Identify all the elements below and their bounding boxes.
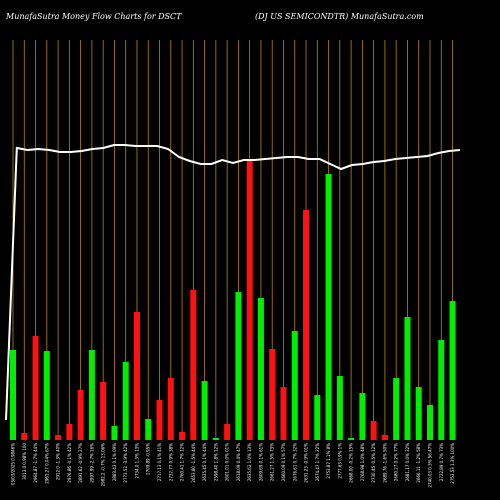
x-tick-label-35: 2680.27 0.2% 77% (394, 443, 399, 481)
x-tick-label-37: 2666.11 -1.2% 58% (416, 443, 421, 483)
money-flow-bar-16 (179, 432, 186, 440)
x-tick-label-25: 2660.09 0.1% 57% (281, 443, 286, 481)
x-tick-label-30: 2777.63 0.9% 1% (337, 443, 342, 479)
x-tick-label-36: 2681.17 0.0% 32% (405, 443, 410, 481)
x-tick-label-9: 2982.2 -0.7% 13.06% (101, 443, 106, 487)
x-tick-label-16: 2760.41 1.7% 12% (180, 443, 185, 481)
money-flow-bar-39 (438, 340, 445, 440)
money-flow-bar-36 (404, 317, 411, 440)
x-tick-label-32: 2768.98 1.0% 48% (360, 443, 365, 481)
money-flow-bar-18 (201, 381, 208, 440)
money-flow-bar-40 (449, 301, 456, 440)
money-flow-bars (10, 160, 456, 440)
x-tick-label-23: 2609.69 0.1% 61% (258, 443, 263, 481)
money-flow-bar-6 (66, 424, 73, 440)
money-flow-bar-12 (133, 312, 140, 440)
money-flow-bar-2 (21, 433, 28, 440)
money-flow-bar-3 (32, 336, 39, 440)
x-tick-label-13: 2709.89 -0.95% (146, 443, 151, 475)
vertical-gridlines (12, 40, 453, 440)
x-tick-label-20: 2601.01 0.0% 01% (225, 443, 230, 481)
money-flow-bar-28 (314, 395, 321, 440)
price-line-layer (5, 144, 461, 421)
money-flow-bar-9 (100, 382, 107, 440)
x-tick-label-22: 2635.62 1.0% 13% (247, 443, 252, 481)
price-line (5, 144, 461, 421)
x-tick-label-10: 2883.43 0.1% 09% (112, 443, 117, 481)
money-flow-bar-33 (370, 421, 377, 440)
x-tick-label-12: 2734.0 1.3% 13% (134, 443, 139, 479)
money-flow-bar-24 (269, 349, 276, 440)
x-tick-label-4: 2961.27 0.04% 67% (44, 443, 49, 484)
x-tick-label-19: 2598.40 1.8% 12% (213, 443, 218, 481)
money-flow-bar-29 (325, 174, 332, 440)
x-tick-label-2: 3013.0 0.98% 100 (22, 443, 27, 480)
x-tick-label-24: 2661.27 1.5% 73% (270, 443, 275, 481)
x-tick-label-7: 2891.62 -0.9% 27% (78, 443, 83, 483)
money-flow-bar-31 (348, 438, 355, 440)
x-tick-label-11: 2773.52 -3.9% 42% (123, 443, 128, 483)
chart-title: MunafaSutra Money Flow Charts for DSCT (6, 12, 182, 21)
x-tick-label-14: 2717.13 0.1% 41% (157, 443, 162, 481)
money-flow-bar-19 (212, 438, 219, 440)
money-flow-bar-20 (224, 424, 231, 440)
x-tick-label-3: 2964.87 -1.7% 44% (33, 443, 38, 483)
money-flow-bar-15 (167, 378, 174, 440)
money-flow-bar-4 (43, 351, 50, 440)
money-flow-bar-10 (111, 426, 118, 440)
money-flow-bar-22 (246, 160, 253, 440)
money-flow-bar-37 (415, 387, 422, 440)
x-tick-label-5: 2912.0 -1.3% 40% (56, 443, 61, 480)
x-tick-label-34: 2689.76 -1.6% 50% (382, 443, 387, 483)
money-flow-bar-8 (88, 350, 95, 440)
x-tick-label-38: 2740.03 0.3% 56.47% (427, 443, 432, 488)
money-flow-bar-35 (393, 378, 400, 440)
money-flow-bar-14 (156, 400, 163, 440)
x-tick-label-31: 2668.00 -0.2% 15% (349, 443, 354, 483)
x-tick-label-17: 2653.80 -1.5% 44% (191, 443, 196, 483)
money-flow-bar-13 (145, 419, 152, 440)
money-flow-bar-1 (10, 350, 16, 440)
x-tick-label-33: 2730.45 -0.5% 12% (371, 443, 376, 483)
money-flow-bar-21 (235, 292, 242, 440)
money-flow-bar-34 (381, 435, 388, 440)
money-flow-bar-11 (122, 362, 129, 440)
money-flow-bar-26 (291, 331, 298, 440)
money-flow-bar-30 (336, 376, 343, 440)
money-flow-bar-23 (257, 298, 264, 440)
money-flow-bar-38 (426, 405, 433, 440)
x-tick-label-39: 2722.89 0.7% 73% (439, 443, 444, 481)
money-flow-bar-32 (359, 393, 366, 440)
x-tick-label-8: 2997.99 -2.7% 16% (89, 443, 94, 483)
money-flow-bar-27 (303, 210, 310, 440)
money-flow-bar-25 (280, 387, 287, 440)
x-tick-labels: 03/03/2025 0.9846% 3013.0 0.98% 100 2964.8… (11, 443, 456, 488)
x-tick-label-29: 2753.87 1.1% 8% (326, 443, 331, 479)
chart-subtitle: (DJ US SEMICONDTR) MunafaSutra.com (255, 12, 424, 21)
x-tick-label-1: 03/03/2025 0.9846% (11, 443, 16, 485)
x-tick-label-26: 2676.61 0.7% 32% (292, 443, 297, 481)
money-flow-bar-17 (190, 290, 197, 440)
x-tick-label-28: 2674.47 1.7% 22% (315, 443, 320, 481)
x-tick-label-40: 2753.53 1.3% 100% (450, 443, 455, 484)
x-tick-label-18: 2635.45 0.1% 44% (202, 443, 207, 481)
money-flow-bar-7 (77, 390, 84, 440)
money-flow-bar-5 (55, 435, 62, 440)
x-tick-label-21: 2618.09 0.4% 47% (236, 443, 241, 481)
x-tick-label-27: 2631.23 -0.9% 01% (304, 443, 309, 483)
x-tick-label-6: 2976.86 -0.1% 42% (67, 443, 72, 483)
x-tick-label-15: 2732.77 0.9% 38% (168, 443, 173, 481)
